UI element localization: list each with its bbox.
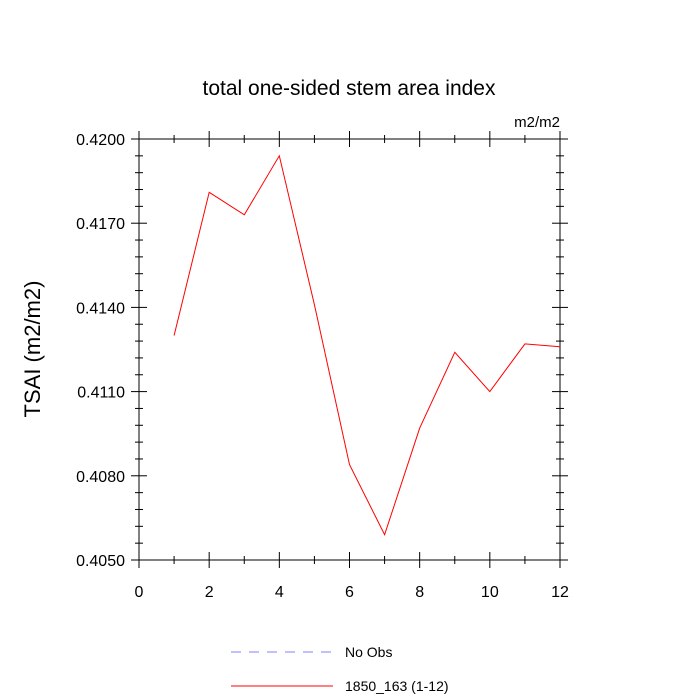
y-tick-label: 0.4170: [76, 216, 125, 233]
axis-ticks: 0.4050 0.4080 0.4110 0.4140 0.4170 0.4200 0 2 4 6…: [76, 131, 569, 601]
x-tick-label: 10: [481, 584, 499, 601]
series-line: [173, 154, 561, 537]
x-tick-label: 2: [205, 584, 214, 601]
y-tick-label: 0.4110: [77, 385, 125, 402]
x-tick-label: 12: [551, 584, 569, 601]
x-tick-label: 8: [415, 584, 424, 601]
series-lines: [173, 154, 561, 537]
y-tick-label: 0.4050: [76, 553, 125, 570]
y-tick-label: 0.4200: [76, 132, 125, 149]
legend-label: 1850_163 (1-12): [345, 678, 449, 694]
legend: No Obs 1850_163 (1-12): [231, 644, 449, 694]
chart-title: total one-sided stem area index: [202, 77, 496, 100]
units-label: m2/m2: [514, 114, 560, 131]
y-axis-label: TSAI (m2/m2): [20, 281, 45, 418]
legend-label: No Obs: [345, 644, 392, 660]
x-tick-label: 0: [135, 584, 144, 601]
y-tick-label: 0.4080: [76, 469, 125, 486]
x-tick-label: 4: [275, 584, 284, 601]
y-tick-label: 0.4140: [76, 300, 125, 317]
x-tick-label: 6: [345, 584, 354, 601]
plot-frame: [138, 138, 561, 561]
